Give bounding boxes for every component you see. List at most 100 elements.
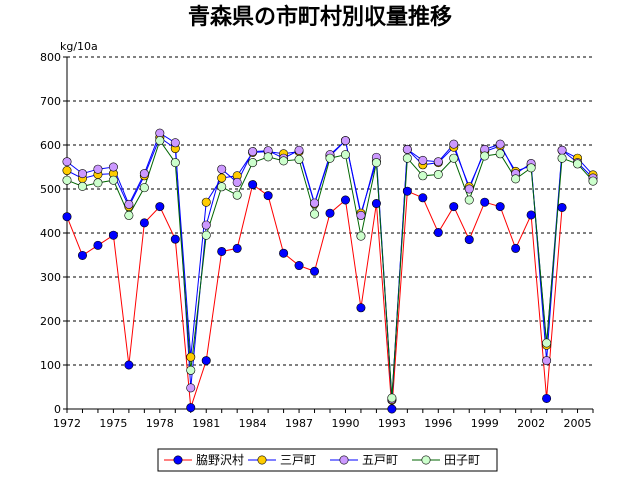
legend-label-2: 三戸町 bbox=[280, 453, 316, 467]
series-3-point-1991 bbox=[356, 210, 366, 220]
x-tick-label-2002: 2002 bbox=[517, 417, 545, 430]
series-4-point-1994 bbox=[402, 153, 412, 163]
x-tick-label-1984: 1984 bbox=[239, 417, 267, 430]
x-tick-label-1990: 1990 bbox=[331, 417, 359, 430]
series-4-point-1975 bbox=[108, 175, 118, 185]
series-1-point-1976 bbox=[124, 360, 134, 370]
chart-title: 青森県の市町村別収量推移 bbox=[188, 4, 452, 30]
series-1-point-2003 bbox=[542, 393, 552, 403]
series-4-point-1976 bbox=[124, 210, 134, 220]
y-tick-label-300: 300 bbox=[40, 271, 61, 284]
x-tick-label-2005: 2005 bbox=[564, 417, 592, 430]
series-3-point-1996 bbox=[433, 157, 443, 167]
series-1-point-1989 bbox=[325, 208, 335, 218]
series-4-point-2003 bbox=[542, 338, 552, 348]
series-2-point-1980 bbox=[186, 352, 196, 362]
legend-label-1: 脇野沢村 bbox=[196, 453, 244, 467]
series-3-point-1982 bbox=[217, 164, 227, 174]
series-4-point-1978 bbox=[155, 136, 165, 146]
series-3-point-1988 bbox=[310, 198, 320, 208]
series-1-point-1985 bbox=[263, 191, 273, 201]
series-4-point-2002 bbox=[526, 163, 536, 173]
series-1-point-1979 bbox=[170, 234, 180, 244]
series-3-point-1997 bbox=[449, 139, 459, 149]
series-4-point-2000 bbox=[495, 149, 505, 159]
x-tick-label-1981: 1981 bbox=[192, 417, 220, 430]
y-tick-label-0: 0 bbox=[54, 403, 61, 416]
x-tick-label-1975: 1975 bbox=[99, 417, 127, 430]
series-4-point-1996 bbox=[433, 169, 443, 179]
legend-marker-4 bbox=[421, 455, 431, 465]
legend-marker-1 bbox=[173, 455, 183, 465]
series-4-point-1987 bbox=[294, 155, 304, 165]
series-4-point-1993 bbox=[387, 393, 397, 403]
legend-label-3: 五戸町 bbox=[362, 453, 398, 467]
plot-area: 0 100 200 300 400 500 600 700 800 1972 1975 1978 198… bbox=[40, 51, 598, 430]
y-tick-label-400: 400 bbox=[40, 227, 61, 240]
series-4-point-1982 bbox=[217, 182, 227, 192]
series-1-point-2000 bbox=[495, 202, 505, 212]
series-4-point-1992 bbox=[371, 158, 381, 168]
x-tick-label-1987: 1987 bbox=[285, 417, 313, 430]
series-1-point-1975 bbox=[108, 230, 118, 240]
series-1-point-1996 bbox=[433, 228, 443, 238]
series-1-point-1974 bbox=[93, 240, 103, 250]
x-tick-label-1978: 1978 bbox=[146, 417, 174, 430]
series-4-point-2001 bbox=[511, 174, 521, 184]
y-tick-label-100: 100 bbox=[40, 359, 61, 372]
series-1-point-1990 bbox=[340, 195, 350, 205]
series-3-point-1973 bbox=[77, 169, 87, 179]
series-2-point-1981 bbox=[201, 197, 211, 207]
series-3-point-1987 bbox=[294, 145, 304, 155]
series-1-point-1992 bbox=[371, 199, 381, 209]
series-4-point-1989 bbox=[325, 153, 335, 163]
legend-marker-2 bbox=[257, 455, 267, 465]
y-tick-label-800: 800 bbox=[40, 51, 61, 64]
y-tick-label-500: 500 bbox=[40, 183, 61, 196]
series-4-point-1985 bbox=[263, 152, 273, 162]
series-4-point-2005 bbox=[573, 159, 583, 169]
series-3-point-1977 bbox=[139, 169, 149, 179]
series-1-point-1999 bbox=[480, 197, 490, 207]
series-1-point-1980 bbox=[186, 403, 196, 413]
series-1-point-1991 bbox=[356, 303, 366, 313]
series-3-point-2000 bbox=[495, 139, 505, 149]
series-4-point-1979 bbox=[170, 158, 180, 168]
series-4-point-1974 bbox=[93, 178, 103, 188]
series-1-point-1987 bbox=[294, 261, 304, 271]
series-3-point-1994 bbox=[402, 144, 412, 154]
series-1-point-1998 bbox=[464, 235, 474, 245]
y-tick-label-200: 200 bbox=[40, 315, 61, 328]
series-4-point-1973 bbox=[77, 181, 87, 191]
series-4-point-1981 bbox=[201, 230, 211, 240]
series-4-point-1995 bbox=[418, 171, 428, 181]
series-3-point-1998 bbox=[464, 184, 474, 194]
series-3-point-1995 bbox=[418, 155, 428, 165]
legend: 脇野沢村 三戸町 五戸町 田子町 bbox=[157, 448, 498, 472]
y-tick-label-600: 600 bbox=[40, 139, 61, 152]
legend-box bbox=[157, 448, 498, 472]
series-4-point-1983 bbox=[232, 190, 242, 200]
series-4-point-1984 bbox=[248, 158, 258, 168]
series-2-point-1982 bbox=[217, 173, 227, 183]
series-4-point-1991 bbox=[356, 231, 366, 241]
y-axis-unit-label: kg/10a bbox=[60, 40, 98, 53]
series-4-point-1998 bbox=[464, 195, 474, 205]
y-tick-label-700: 700 bbox=[40, 95, 61, 108]
series-3-point-1979 bbox=[170, 138, 180, 148]
series-3-point-1974 bbox=[93, 164, 103, 174]
series-1-point-1972 bbox=[62, 212, 72, 222]
series-3-point-1978 bbox=[155, 128, 165, 138]
series-4-point-1988 bbox=[310, 209, 320, 219]
series-3-point-1983 bbox=[232, 177, 242, 187]
series-4-point-1977 bbox=[139, 183, 149, 193]
series-1-point-1994 bbox=[402, 186, 412, 196]
series-1-point-1981 bbox=[201, 356, 211, 366]
series-1-point-2004 bbox=[557, 202, 567, 212]
x-tick-label-1996: 1996 bbox=[424, 417, 452, 430]
series-3-point-1984 bbox=[248, 147, 258, 157]
series-4-point-2006 bbox=[588, 176, 598, 186]
series-4-point-2004 bbox=[557, 153, 567, 163]
series-3-point-1975 bbox=[108, 162, 118, 172]
